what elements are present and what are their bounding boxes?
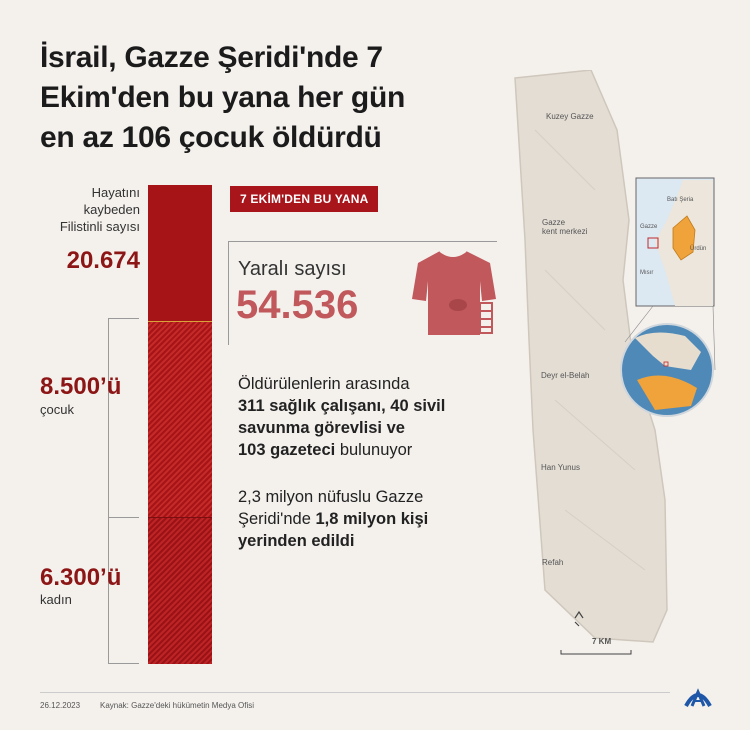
place-kent-merkezi: kent merkezi [542, 227, 588, 236]
children-label: çocuk [40, 402, 74, 417]
place-han-yunus: Han Yunus [541, 463, 580, 472]
aa-logo-icon [684, 688, 712, 708]
bar-segment-children [148, 320, 212, 519]
children-bracket [108, 318, 139, 518]
info2-line-2: Şeridi'nde 1,8 milyon kişi [238, 508, 428, 530]
inset-label-bati-seria: Batı Şeria [667, 197, 694, 203]
info2-line-1: 2,3 milyon nüfuslu Gazze [238, 488, 424, 506]
scale-bar [560, 650, 632, 655]
women-bracket [108, 516, 139, 664]
footer-divider [40, 692, 670, 693]
since-badge: 7 EKİM'DEN BU YANA [230, 186, 379, 212]
info1-line-4-rest: bulunuyor [335, 441, 413, 459]
gaza-map [514, 70, 716, 655]
west-bank-shape [672, 215, 696, 261]
bar-segment-other [148, 185, 212, 321]
footer-source: Kaynak: Gazze'deki hükümetin Medya Ofisi [100, 701, 255, 710]
inset-label-gazze: Gazze [640, 224, 658, 230]
info2-line-3-bold: yerinden edildi [238, 532, 355, 550]
injured-value: 54.536 [236, 283, 359, 327]
killed-label-line-2: kaybeden [83, 202, 140, 217]
info1-line-4: 103 gazeteci bulunuyor [238, 439, 445, 461]
title-line-3: en az 106 çocuk öldürdü [40, 121, 382, 154]
killed-label-line-3: Filistinli sayısı [59, 219, 140, 234]
injured-box [228, 241, 497, 345]
info1-line-2-bold: 311 sağlık çalışanı, 40 sivil [238, 397, 446, 415]
injured-label: Yaralı sayısı [238, 258, 347, 280]
killed-label: Hayatını kaybeden Filistinli sayısı [40, 184, 140, 235]
place-deyr-el-belah: Deyr el-Belah [541, 371, 590, 380]
casualties-info: Öldürülenlerin arasında 311 sağlık çalış… [238, 373, 445, 461]
title-line-1: İsrail, Gazze Şeridi'nde 7 [40, 41, 383, 74]
info1-line-1: Öldürülenlerin arasında [238, 375, 410, 393]
scale-label: 7 KM [592, 637, 612, 646]
bar-segment-women [148, 517, 212, 664]
title-line-2: Ekim'den bu yana her gün [40, 81, 406, 114]
place-gazze: Gazze [542, 218, 566, 227]
place-refah: Refah [542, 558, 564, 567]
gaza-strip-shape [514, 70, 668, 643]
women-label: kadın [40, 592, 72, 607]
info1-line-3-bold: savunma görevlisi ve [238, 419, 405, 437]
displacement-info: 2,3 milyon nüfuslu Gazze Şeridi'nde 1,8 … [238, 486, 428, 552]
info1-line-3: savunma görevlisi ve [238, 417, 445, 439]
inset-highlight [647, 237, 659, 249]
info2-line-3: yerinden edildi [238, 530, 428, 552]
info2-line-2-bold: 1,8 milyon kişi [315, 510, 429, 528]
page-title: İsrail, Gazze Şeridi'nde 7 Ekim'den bu y… [40, 38, 470, 158]
children-value: 8.500’ü [40, 373, 122, 400]
footer-date: 26.12.2023 [40, 701, 81, 710]
women-value: 6.300’ü [40, 564, 122, 591]
info1-line-2: 311 sağlık çalışanı, 40 sivil [238, 395, 445, 417]
place-kuzey-gazze: Kuzey Gazze [546, 112, 594, 121]
injured-shirt-icon [412, 250, 496, 335]
killed-label-line-1: Hayatını [91, 185, 140, 200]
info2-line-2-pre: Şeridi'nde [238, 510, 316, 528]
inset-label-urdun: Ürdün [690, 246, 707, 252]
inset-label-misir: Mısır [640, 270, 654, 276]
killed-value: 20.674 [66, 247, 140, 274]
info1-line-4-bold: 103 gazeteci [238, 441, 336, 459]
stacked-bar [148, 185, 212, 664]
north-arrow-icon [574, 610, 584, 627]
